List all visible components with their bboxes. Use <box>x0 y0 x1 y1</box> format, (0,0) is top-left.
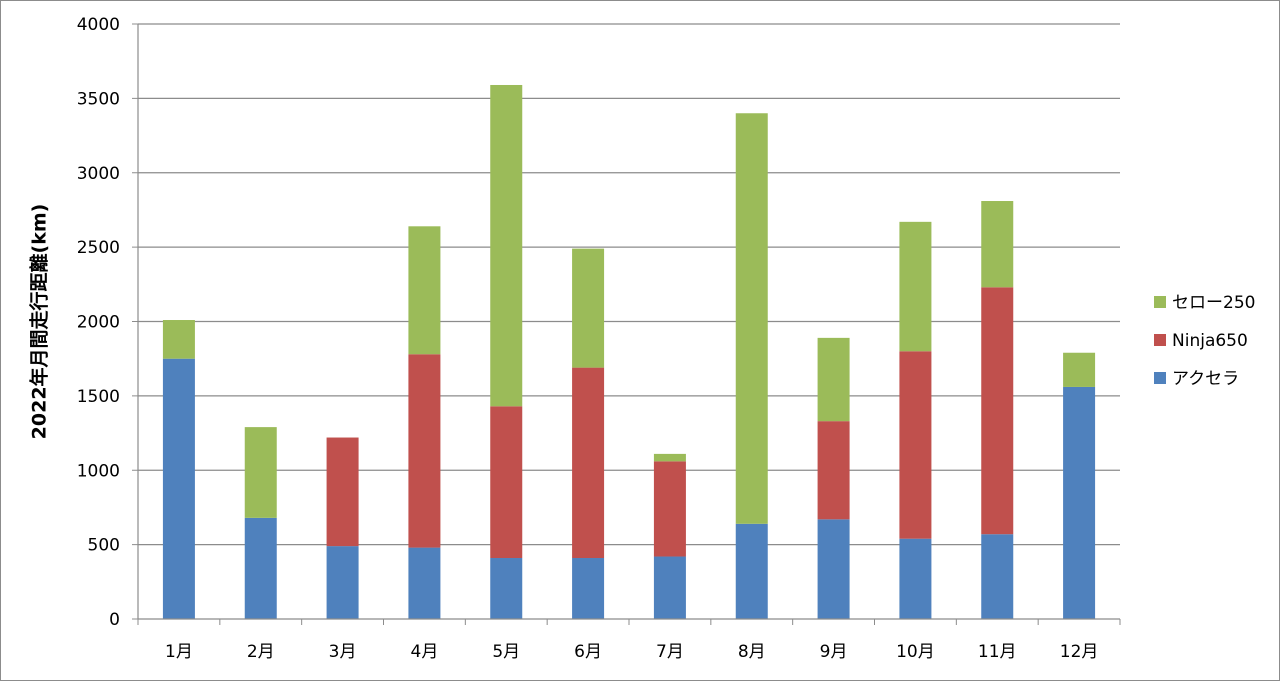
y-tick-label: 2500 <box>77 238 120 258</box>
bar-Ninja650-7月 <box>653 461 686 557</box>
legend: セロー250 Ninja650 アクセラ <box>1154 293 1255 389</box>
bars <box>162 84 1096 619</box>
y-tick-label: 3500 <box>77 89 120 109</box>
legend-swatch <box>1154 296 1166 308</box>
bar-セロー250-8月 <box>735 113 768 524</box>
bar-セロー250-2月 <box>244 427 277 518</box>
x-tick-label: 10月 <box>896 642 935 662</box>
bar-セロー250-4月 <box>408 226 441 355</box>
x-tick-label: 6月 <box>574 642 602 662</box>
bar-Ninja650-9月 <box>817 421 850 520</box>
bar-アクセラ-2月 <box>244 517 277 619</box>
bar-セロー250-10月 <box>899 221 932 352</box>
bar-アクセラ-3月 <box>326 546 359 619</box>
x-tick-label: 7月 <box>656 642 684 662</box>
x-tick-label: 1月 <box>165 642 193 662</box>
x-tick-label: 5月 <box>492 642 520 662</box>
bar-セロー250-9月 <box>817 337 850 422</box>
bar-アクセラ-4月 <box>408 547 441 619</box>
legend-label: アクセラ <box>1172 369 1239 389</box>
bar-アクセラ-10月 <box>899 538 932 619</box>
bar-Ninja650-5月 <box>490 406 523 559</box>
bar-セロー250-11月 <box>981 201 1014 288</box>
x-tick-label: 3月 <box>329 642 357 662</box>
x-tick-label: 8月 <box>738 642 766 662</box>
bar-アクセラ-1月 <box>162 358 195 619</box>
x-tick-label: 11月 <box>978 642 1017 662</box>
legend-label: セロー250 <box>1172 293 1255 313</box>
y-tick-label: 4000 <box>77 15 120 35</box>
bar-Ninja650-10月 <box>899 351 932 539</box>
bar-アクセラ-12月 <box>1063 386 1096 619</box>
gridlines <box>138 23 1120 546</box>
bar-セロー250-7月 <box>653 453 686 462</box>
bar-セロー250-12月 <box>1063 352 1096 387</box>
y-tick-label: 0 <box>109 610 120 630</box>
tick-labels: 0 500 1000 1500 2000 2500 3000 3500 4000 1月 2月 3月 4月… <box>77 15 1099 662</box>
axes <box>137 24 1121 625</box>
y-tick-label: 2000 <box>77 313 120 333</box>
y-tick-label: 1000 <box>77 461 120 481</box>
bar-アクセラ-7月 <box>653 556 686 619</box>
y-tick-label: 500 <box>88 536 120 556</box>
bar-Ninja650-4月 <box>408 354 441 548</box>
bar-Ninja650-6月 <box>572 367 605 559</box>
bar-アクセラ-5月 <box>490 558 523 619</box>
bar-Ninja650-11月 <box>981 287 1014 535</box>
x-tick-label: 4月 <box>411 642 439 662</box>
bar-アクセラ-11月 <box>981 534 1014 619</box>
y-tick-label: 1500 <box>77 387 120 407</box>
bar-セロー250-1月 <box>162 320 195 359</box>
x-tick-label: 2月 <box>247 642 275 662</box>
bar-Ninja650-3月 <box>326 437 359 547</box>
x-tick-label: 12月 <box>1060 642 1099 662</box>
legend-label: Ninja650 <box>1172 331 1248 351</box>
bar-セロー250-6月 <box>572 248 605 368</box>
y-tick-label: 3000 <box>77 164 120 184</box>
bar-セロー250-5月 <box>490 84 523 407</box>
y-axis-label: 2022年月間走行距離(km) <box>28 204 51 440</box>
legend-swatch <box>1154 334 1166 346</box>
x-tick-label: 9月 <box>820 642 848 662</box>
legend-swatch <box>1154 372 1166 384</box>
bar-アクセラ-6月 <box>572 558 605 619</box>
bar-アクセラ-8月 <box>735 523 768 619</box>
bar-アクセラ-9月 <box>817 519 850 619</box>
